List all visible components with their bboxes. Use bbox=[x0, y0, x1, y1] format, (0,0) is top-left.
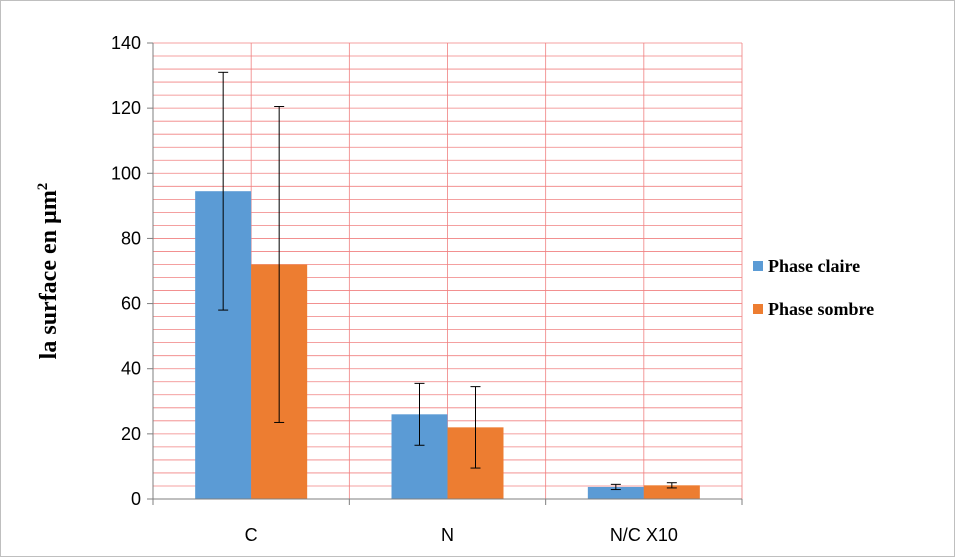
bar bbox=[587, 486, 644, 499]
y-tick-label: 120 bbox=[111, 98, 141, 118]
y-axis-label-text: la surface en µm bbox=[36, 190, 62, 359]
y-tick-label: 100 bbox=[111, 163, 141, 183]
legend-label: Phase claire bbox=[768, 256, 860, 276]
x-tick-label: N bbox=[441, 525, 454, 545]
x-tick-label: N/C X10 bbox=[610, 525, 678, 545]
y-tick-labels: 0 20 40 60 80 100 120 140 bbox=[111, 33, 141, 509]
y-axis-label-superscript: 2 bbox=[35, 183, 51, 191]
legend-swatch bbox=[753, 304, 763, 314]
x-tick-labels: C N N/C X10 bbox=[245, 525, 678, 545]
y-tick-label: 140 bbox=[111, 33, 141, 53]
legend-label: Phase sombre bbox=[768, 299, 874, 319]
legend: Phase claire Phase sombre bbox=[753, 256, 874, 319]
y-tick-label: 40 bbox=[121, 359, 141, 379]
y-tick-label: 20 bbox=[121, 424, 141, 444]
y-tick-label: 0 bbox=[131, 489, 141, 509]
x-tick-label: C bbox=[245, 525, 258, 545]
error-bars bbox=[218, 71, 677, 491]
bar bbox=[643, 485, 700, 499]
y-tick-label: 60 bbox=[121, 294, 141, 314]
y-tick-label: 80 bbox=[121, 228, 141, 248]
axes bbox=[147, 42, 743, 505]
legend-swatch bbox=[753, 261, 763, 271]
y-axis-label: la surface en µm2 bbox=[35, 183, 62, 360]
